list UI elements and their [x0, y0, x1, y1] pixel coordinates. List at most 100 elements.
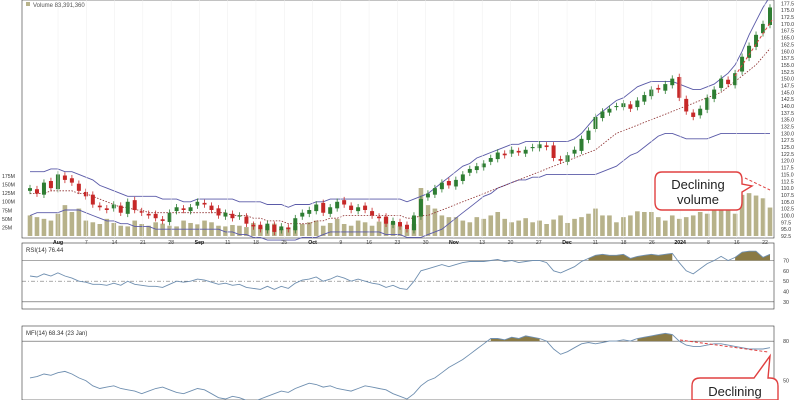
volume-callout-line2: volume — [677, 192, 719, 207]
volume-bar — [495, 212, 501, 236]
candle-up — [453, 179, 458, 187]
candle-down — [384, 216, 389, 224]
candle-up — [572, 149, 577, 154]
candle-down — [691, 112, 696, 117]
candle-down — [342, 200, 347, 205]
bollinger-upper-line — [30, 0, 769, 208]
date-tick-label: 16 — [734, 240, 740, 246]
candle-up — [495, 152, 500, 160]
candle-up — [279, 226, 284, 231]
mfi-callout-bubble — [691, 353, 779, 401]
volume-tick-label: 125M — [2, 191, 15, 197]
candle-down — [97, 205, 102, 208]
volume-bar — [683, 217, 689, 236]
date-tick-label: 18 — [621, 240, 627, 246]
candle-up — [579, 138, 584, 151]
volume-bar — [635, 211, 640, 236]
price-tick-label: 107.5 — [781, 193, 794, 199]
indicator-tick-label: 70 — [783, 259, 789, 265]
candle-down — [118, 205, 123, 213]
volume-bar — [313, 220, 319, 236]
candle-down — [209, 205, 214, 210]
volume-bar — [614, 222, 619, 236]
price-tick-label: 152.5 — [781, 70, 794, 76]
candle-down — [684, 98, 689, 112]
volume-tick-label: 75M — [2, 208, 12, 214]
volume-bar — [320, 225, 326, 236]
candle-up — [411, 215, 416, 231]
price-tick-label: 167.5 — [781, 29, 794, 35]
candle-down — [153, 213, 158, 219]
candle-up — [432, 188, 437, 195]
volume-bar — [181, 220, 186, 236]
price-tick-label: 150.0 — [781, 77, 794, 83]
candle-down — [251, 224, 256, 227]
price-tick-label: 110.0 — [781, 186, 794, 192]
candlesticks — [28, 4, 772, 236]
date-tick-label: Sep — [195, 240, 205, 246]
date-tick-label: 14 — [112, 240, 118, 246]
candle-up — [670, 78, 675, 86]
volume-bar — [502, 218, 508, 236]
volume-bar — [69, 212, 75, 236]
mfi-legend: MFI(14) 68.34 (23 Jan) — [26, 331, 87, 337]
volume-bar — [600, 215, 605, 236]
candle-up — [335, 201, 340, 209]
date-tick-label: 8 — [707, 240, 710, 246]
candle-down — [230, 213, 235, 219]
candle-down — [132, 200, 137, 210]
candle-up — [537, 144, 542, 149]
price-tick-label: 95.0 — [781, 227, 791, 233]
volume-bar — [195, 224, 200, 236]
volume-bar — [690, 215, 696, 236]
volume-bar — [83, 220, 89, 236]
moving-average-line — [30, 48, 771, 225]
volume-bar — [558, 215, 563, 236]
price-tick-label: 160.0 — [781, 49, 794, 55]
mfi-indicator: 80 50 — [22, 332, 789, 403]
volume-bar — [118, 225, 124, 236]
candle-down — [258, 224, 263, 230]
candle-up — [293, 218, 298, 231]
price-axis: 177.5175.0172.5170.0167.5165.0162.5160.0… — [781, 1, 794, 240]
candle-up — [125, 201, 130, 214]
date-tick-label: 22 — [762, 240, 768, 246]
volume-bar — [139, 224, 144, 236]
candle-down — [516, 150, 521, 153]
volume-bar — [341, 224, 347, 236]
volume-bar — [697, 212, 703, 236]
volume-bars — [27, 188, 773, 236]
date-tick-label: 11 — [225, 240, 230, 246]
date-tick-label: 13 — [479, 240, 485, 246]
volume-bar — [446, 217, 452, 236]
price-tick-label: 112.5 — [781, 179, 794, 185]
volume-bar — [460, 220, 466, 236]
candle-up — [488, 158, 493, 162]
candle-up — [28, 188, 32, 191]
volume-bar — [669, 215, 675, 236]
volume-bar — [509, 222, 514, 236]
candle-down — [146, 213, 151, 216]
candle-up — [530, 147, 535, 149]
candle-up — [761, 23, 766, 34]
date-tick-label: 11 — [593, 240, 598, 246]
volume-legend: Volume 83,391,360 — [33, 3, 85, 9]
volume-bar — [306, 222, 312, 236]
price-trend-line — [734, 19, 773, 77]
candle-down — [76, 183, 81, 191]
candle-up — [41, 182, 46, 195]
candle-down — [363, 205, 368, 210]
volume-bar — [565, 222, 570, 236]
indicator-tick-label: 50 — [783, 379, 789, 385]
candle-down — [726, 79, 731, 85]
price-tick-label: 127.5 — [781, 138, 794, 144]
volume-bar — [432, 208, 438, 236]
candle-down — [446, 180, 451, 186]
volume-bar — [474, 217, 480, 236]
indicator-line — [29, 250, 771, 290]
candle-down — [404, 224, 409, 230]
volume-bar — [334, 218, 340, 236]
candle-down — [216, 208, 221, 216]
date-tick-label: Aug — [53, 240, 63, 246]
